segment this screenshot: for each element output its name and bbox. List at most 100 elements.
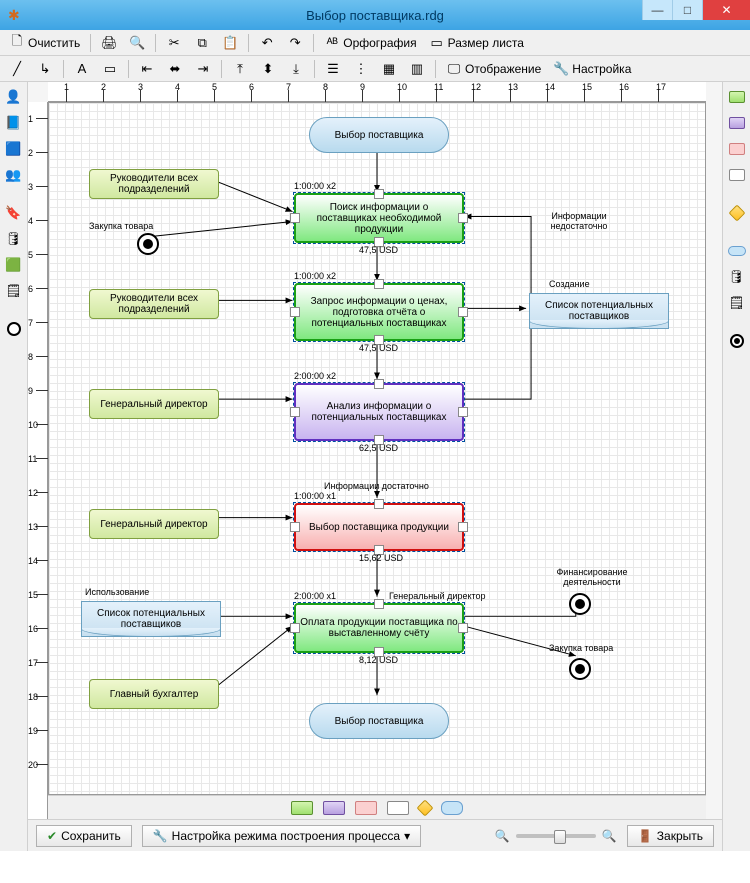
redo-button[interactable]: ↷	[282, 32, 308, 54]
actor-2[interactable]: Руководители всех подразделений	[89, 289, 219, 319]
close-button[interactable]: ✕	[702, 0, 750, 20]
bottom-bar: ✔Сохранить 🔧Настройка режима построения …	[28, 819, 722, 851]
distribute-h-button[interactable]: ☰	[320, 58, 346, 80]
fin-terminator[interactable]	[569, 593, 591, 615]
align-bottom-button[interactable]: ⤓	[283, 58, 309, 80]
spellcheck-label: Орфография	[343, 36, 416, 50]
spellcheck-button[interactable]: ᴬᴮОрфография	[319, 32, 421, 54]
legend-purple[interactable]	[323, 801, 345, 815]
start-label: Выбор поставщика	[335, 130, 424, 141]
rpal-purple[interactable]	[726, 112, 748, 134]
ruler-vertical: 1234567891011121314151617181920	[28, 102, 48, 835]
pal-db[interactable]: 🛢	[3, 228, 25, 250]
pal-group[interactable]: 👥	[3, 164, 25, 186]
folder-icon: 🟩	[6, 257, 22, 273]
process-step-2[interactable]: Запрос информации о ценах, подготовка от…	[294, 283, 464, 341]
cut-button[interactable]: ✂	[161, 32, 187, 54]
pal-terminator[interactable]	[3, 318, 25, 340]
rpal-note[interactable]: 🗒	[726, 292, 748, 314]
paste-button[interactable]: 📋	[217, 32, 243, 54]
connector-icon: ↳	[37, 61, 53, 77]
check-icon: ✔	[47, 829, 57, 843]
line-tool[interactable]: ╱	[4, 58, 30, 80]
actor-1[interactable]: Руководители всех подразделений	[89, 169, 219, 199]
pal-tag[interactable]: 🔖	[3, 202, 25, 224]
ungroup-icon: ▥	[409, 61, 425, 77]
process-step-1[interactable]: Поиск информации о поставщиках необходим…	[294, 193, 464, 243]
pal-book[interactable]: 📘	[3, 112, 25, 134]
minimize-button[interactable]: —	[642, 0, 672, 20]
pal-person1[interactable]: 👤	[3, 86, 25, 108]
line-icon: ╱	[9, 61, 25, 77]
canvas[interactable]: Выбор поставщика Выбор поставщика Руково…	[48, 102, 706, 795]
usage-doc[interactable]: Список потенциальных поставщиков	[81, 601, 221, 637]
rpal-diamond[interactable]	[726, 202, 748, 224]
copy-button[interactable]: ⧉	[189, 32, 215, 54]
title-bar: ✱ Выбор поставщика.rdg — □ ✕	[0, 0, 750, 30]
legend-oval[interactable]	[441, 801, 463, 815]
note-icon2: 🗒	[729, 295, 745, 311]
rpal-green[interactable]	[726, 86, 748, 108]
spellcheck-icon: ᴬᴮ	[324, 35, 340, 51]
process-step-3[interactable]: Анализ информации о потенциальных постав…	[294, 383, 464, 441]
purchase-terminator[interactable]	[137, 233, 159, 255]
actor-5[interactable]: Главный бухгалтер	[89, 679, 219, 709]
ungroup-button[interactable]: ▥	[404, 58, 430, 80]
clear-button[interactable]: 🗋Очистить	[4, 32, 85, 54]
step-label: Анализ информации о потенциальных постав…	[300, 401, 458, 423]
zoom-out-button[interactable]: 🔍	[495, 829, 510, 843]
step-5-time: 2:00:00 x1	[294, 591, 336, 601]
end-node[interactable]: Выбор поставщика	[309, 703, 449, 739]
legend-green[interactable]	[291, 801, 313, 815]
rpal-term[interactable]	[726, 330, 748, 352]
rpal-white[interactable]	[726, 164, 748, 186]
rpal-pink[interactable]	[726, 138, 748, 160]
start-node[interactable]: Выбор поставщика	[309, 117, 449, 153]
step-label: Запрос информации о ценах, подготовка от…	[300, 296, 458, 329]
rect-tool[interactable]: ▭	[97, 58, 123, 80]
actor-3[interactable]: Генеральный директор	[89, 389, 219, 419]
print-button[interactable]: 🖨	[96, 32, 122, 54]
undo-button[interactable]: ↶	[254, 32, 280, 54]
preview-button[interactable]: 🔍	[124, 32, 150, 54]
settings-button[interactable]: 🔧Настройка	[548, 58, 636, 80]
pal-folder[interactable]: 🟩	[3, 254, 25, 276]
step-label: Оплата продукции поставщика по выставлен…	[300, 617, 458, 639]
pagesize-button[interactable]: ▭Размер листа	[424, 32, 529, 54]
pal-note[interactable]: 🗒	[3, 280, 25, 302]
align-center-button[interactable]: ⬌	[162, 58, 188, 80]
creation-doc[interactable]: Список потенциальных поставщиков	[529, 293, 669, 329]
text-tool[interactable]: A	[69, 58, 95, 80]
circle-icon	[7, 322, 21, 336]
display-button[interactable]: 🖵Отображение	[441, 58, 546, 80]
align-left-button[interactable]: ⇤	[134, 58, 160, 80]
align-middle-button[interactable]: ⬍	[255, 58, 281, 80]
zoom-control: 🔍 🔍	[495, 829, 617, 843]
distribute-v-button[interactable]: ⋮	[348, 58, 374, 80]
mode-button[interactable]: 🔧Настройка режима построения процесса▾	[142, 825, 421, 847]
left-palette: 👤 📘 🟦 👥 🔖 🛢 🟩 🗒	[0, 82, 28, 851]
rpal-oval[interactable]	[726, 240, 748, 262]
chevron-down-icon: ▾	[404, 829, 410, 843]
save-button[interactable]: ✔Сохранить	[36, 825, 132, 847]
connector-tool[interactable]: ↳	[32, 58, 58, 80]
legend-diamond[interactable]	[417, 799, 434, 816]
zoom-in-button[interactable]: 🔍	[602, 829, 617, 843]
group-button[interactable]: ▦	[376, 58, 402, 80]
legend-pink[interactable]	[355, 801, 377, 815]
pal-cube[interactable]: 🟦	[3, 138, 25, 160]
purch2-terminator[interactable]	[569, 658, 591, 680]
maximize-button[interactable]: □	[672, 0, 702, 20]
align-right-button[interactable]: ⇥	[190, 58, 216, 80]
align-top-button[interactable]: ⤒	[227, 58, 253, 80]
step-1-cost: 47,5 USD	[359, 245, 398, 255]
process-step-4[interactable]: Выбор поставщика продукции	[294, 503, 464, 551]
window-title: Выбор поставщика.rdg	[306, 8, 444, 23]
legend-white[interactable]	[387, 801, 409, 815]
app-icon: ✱	[8, 7, 20, 24]
rpal-db[interactable]: 🛢	[726, 266, 748, 288]
actor-4[interactable]: Генеральный директор	[89, 509, 219, 539]
process-step-5[interactable]: Оплата продукции поставщика по выставлен…	[294, 603, 464, 653]
zoom-slider[interactable]	[516, 834, 596, 838]
close-bottom-button[interactable]: 🚪Закрыть	[627, 825, 714, 847]
